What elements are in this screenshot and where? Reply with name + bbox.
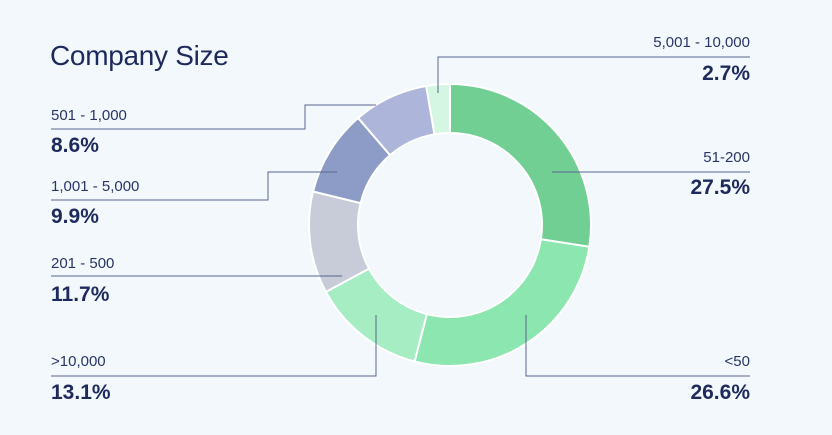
slice-5001-10000 [425, 82, 451, 136]
chart-title: Company Size [50, 40, 229, 71]
leader-line-1001-5000 [51, 171, 337, 201]
slice-label-gt10000: >10,000 [51, 353, 106, 370]
leader-line-501-1000 [51, 104, 376, 130]
slice-label-201-500: 201 - 500 [51, 255, 115, 272]
donut-slices [308, 82, 592, 367]
slice-value-5001-10000: 2.7% [702, 62, 750, 85]
slice-value-501-1000: 8.6% [51, 134, 99, 157]
slice-value-gt10000: 13.1% [51, 381, 111, 404]
leader-line-5001-10000 [437, 56, 750, 93]
slice-value-201-500: 11.7% [51, 283, 110, 306]
slice-label-51-200: 51-200 [703, 149, 750, 166]
leader-line-lt50 [525, 315, 750, 377]
slice-label-lt50: <50 [724, 353, 750, 370]
leader-line-gt10000 [51, 315, 377, 377]
slice-label-5001-10000: 5,001 - 10,000 [653, 34, 750, 51]
slice-label-501-1000: 501 - 1,000 [51, 107, 127, 124]
slice-lt50 [413, 238, 591, 367]
slice-value-1001-5000: 9.9% [51, 205, 99, 228]
slice-label-1001-5000: 1,001 - 5,000 [51, 178, 140, 195]
slice-51-200 [449, 82, 592, 248]
leader-lines [51, 56, 750, 377]
slice-value-51-200: 27.5% [690, 176, 750, 199]
slice-value-lt50: 26.6% [690, 381, 750, 404]
